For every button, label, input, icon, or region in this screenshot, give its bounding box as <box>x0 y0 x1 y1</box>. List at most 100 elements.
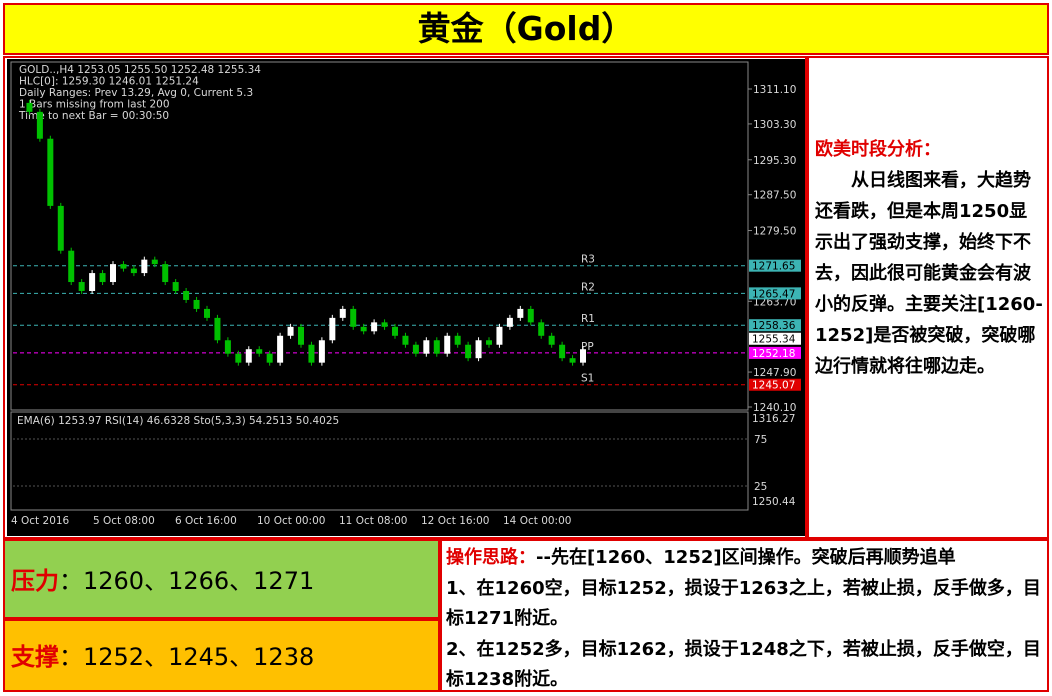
resistance-label: 压力 <box>11 567 59 595</box>
candle <box>214 317 221 341</box>
candle <box>496 326 503 345</box>
chart-frame: GOLD..,H4 1253.05 1255.50 1252.48 1255.3… <box>3 56 807 539</box>
y-tick-label: 1287.50 <box>753 190 796 202</box>
candle <box>256 349 263 354</box>
plan-intro: --先在[1260、1252]区间操作。突破后再顺势追单 <box>536 547 956 568</box>
price-tag <box>749 346 801 359</box>
candle <box>381 322 388 327</box>
candle <box>110 264 116 283</box>
x-tick-label: 4 Oct 2016 <box>11 515 70 527</box>
candle <box>486 340 492 345</box>
candle <box>569 358 576 363</box>
candle <box>245 349 252 363</box>
current-tag <box>749 332 801 345</box>
indicator-top: 1316.27 <box>752 413 795 425</box>
candle <box>506 317 513 327</box>
x-tick-label: 6 Oct 16:00 <box>175 515 237 527</box>
candle <box>162 264 169 283</box>
candle <box>151 259 158 265</box>
price-tag-label: 1265.47 <box>752 288 795 300</box>
price-tag-label: 1252.18 <box>752 348 795 360</box>
candle <box>444 335 451 354</box>
candle <box>454 335 461 345</box>
level-name: R1 <box>581 313 595 325</box>
indicator-frame <box>10 411 749 511</box>
candle <box>120 264 127 269</box>
resistance-text: ：1260、1266、1271 <box>59 567 315 595</box>
plot-frame <box>10 61 749 411</box>
candle <box>527 308 534 323</box>
candle <box>204 308 210 318</box>
candle <box>130 268 137 274</box>
analysis: 欧美时段分析： 从日线图来看，大趋势还看跌，但是本周1250显示出了强劲支撑，始… <box>807 56 1049 539</box>
price-tag <box>749 259 801 272</box>
candle <box>350 308 357 327</box>
price-tag <box>749 319 801 332</box>
x-tick-label: 12 Oct 16:00 <box>421 515 489 527</box>
candle <box>548 335 555 345</box>
title: 黄金（Gold） <box>3 3 1049 55</box>
candle <box>580 349 586 363</box>
level-name: S1 <box>581 373 594 385</box>
candle <box>47 138 54 206</box>
candle <box>339 308 346 318</box>
candle <box>89 273 96 291</box>
chart-bg <box>7 59 805 536</box>
candle <box>99 273 106 283</box>
x-tick-label: 11 Oct 08:00 <box>339 515 407 527</box>
indicator-tick-label: 75 <box>754 434 767 446</box>
support-text: ：1252、1245、1238 <box>59 643 315 671</box>
candle <box>266 353 273 363</box>
candle <box>517 308 524 318</box>
price-tag-label: 1258.36 <box>752 320 796 332</box>
candle <box>298 326 304 345</box>
chart: GOLD..,H4 1253.05 1255.50 1252.48 1255.3… <box>7 59 805 536</box>
candle <box>235 353 242 363</box>
candle <box>68 250 75 283</box>
level-name: R3 <box>581 254 595 266</box>
plan-heading: 操作思路： <box>446 547 536 568</box>
candle <box>26 102 33 112</box>
candle <box>172 282 179 291</box>
chart-info: 1 Bars missing from last 200 <box>19 99 170 111</box>
indicator-tick-label: 25 <box>754 481 767 493</box>
candle <box>36 111 43 139</box>
candle <box>78 282 85 291</box>
candle <box>371 322 378 332</box>
chart-info: HLC[0]: 1259.30 1246.01 1251.24 <box>19 76 199 88</box>
x-tick-label: 14 Oct 00:00 <box>503 515 571 527</box>
y-tick-label: 1240.10 <box>753 402 796 414</box>
candle <box>465 344 472 359</box>
analysis-body: 从日线图来看，大趋势还看跌，但是本周1250显示出了强劲支撑，始终下不去，因此很… <box>815 170 1043 377</box>
price-tag-label: 1271.65 <box>752 261 795 273</box>
candle <box>360 326 367 332</box>
candle <box>318 340 325 363</box>
y-tick-label: 1247.90 <box>753 367 796 379</box>
indicator-bottom: 1250.44 <box>752 496 796 508</box>
candle <box>141 259 148 274</box>
level-name: R2 <box>581 281 595 293</box>
support: 支撑：1252、1245、1238 <box>3 619 440 692</box>
plan: 操作思路：--先在[1260、1252]区间操作。突破后再顺势追单 1、在126… <box>440 539 1049 692</box>
resistance: 压力：1260、1266、1271 <box>3 539 440 619</box>
candle <box>329 317 336 341</box>
y-tick-label: 1303.30 <box>753 119 796 131</box>
analysis-heading: 欧美时段分析： <box>815 139 941 160</box>
chart-info: Time to next Bar = 00:30:50 <box>18 110 169 122</box>
candle <box>412 344 419 354</box>
y-tick-label: 1295.30 <box>753 155 796 167</box>
current-tag-label: 1255.34 <box>752 334 796 346</box>
x-tick-label: 5 Oct 08:00 <box>93 515 155 527</box>
indicator-label: EMA(6) 1253.97 RSI(14) 46.6328 Sto(5,3,3… <box>17 415 339 427</box>
price-tag-label: 1245.07 <box>752 380 795 392</box>
candle <box>287 326 294 336</box>
candle <box>402 335 409 345</box>
candle <box>308 344 315 363</box>
price-tag <box>749 287 801 300</box>
candle <box>475 340 482 359</box>
candle <box>433 340 440 354</box>
y-tick-label: 1311.10 <box>753 84 796 96</box>
candle <box>57 205 64 251</box>
price-tag <box>749 378 801 391</box>
